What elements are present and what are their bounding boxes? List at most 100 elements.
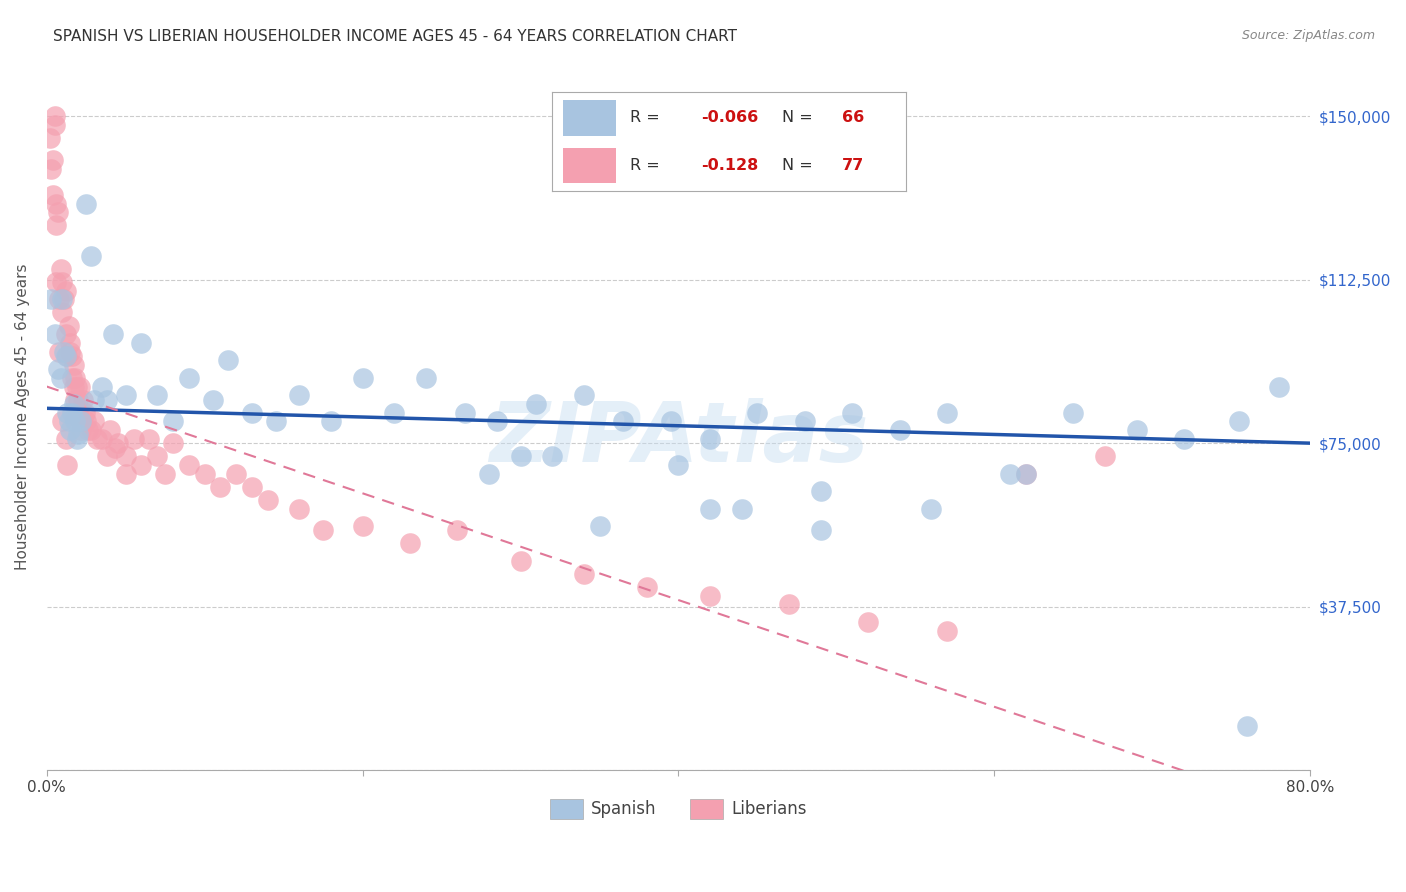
Y-axis label: Householder Income Ages 45 - 64 years: Householder Income Ages 45 - 64 years <box>15 264 30 570</box>
Point <box>352 519 374 533</box>
Point <box>1267 379 1289 393</box>
Point <box>91 432 114 446</box>
Point <box>936 406 959 420</box>
Point <box>66 379 89 393</box>
Point <box>44 118 66 132</box>
Point <box>42 153 65 167</box>
Point <box>415 371 437 385</box>
Point <box>240 406 263 420</box>
Point <box>101 327 124 342</box>
Point <box>659 414 682 428</box>
Point <box>1062 406 1084 420</box>
Point <box>1015 467 1038 481</box>
Point <box>936 624 959 638</box>
Point <box>103 441 125 455</box>
Point <box>91 379 114 393</box>
Point <box>810 484 832 499</box>
Point <box>42 187 65 202</box>
Legend: Spanish, Liberians: Spanish, Liberians <box>543 793 814 825</box>
Text: Source: ZipAtlas.com: Source: ZipAtlas.com <box>1241 29 1375 42</box>
Point <box>51 414 73 428</box>
Point <box>162 436 184 450</box>
Point <box>67 427 90 442</box>
Point <box>80 423 103 437</box>
Point <box>399 536 422 550</box>
Point <box>478 467 501 481</box>
Point <box>1227 414 1250 428</box>
Point <box>55 349 77 363</box>
Point <box>138 432 160 446</box>
Point <box>256 492 278 507</box>
Point <box>131 458 153 472</box>
Point <box>45 275 67 289</box>
Point <box>541 449 564 463</box>
Point <box>46 205 69 219</box>
Point <box>62 397 84 411</box>
Point <box>63 392 86 407</box>
Point <box>107 436 129 450</box>
Point <box>67 392 90 407</box>
Point <box>46 362 69 376</box>
Point <box>177 458 200 472</box>
Point <box>98 423 121 437</box>
Point <box>352 371 374 385</box>
Point <box>59 335 82 350</box>
Point <box>288 388 311 402</box>
Point <box>572 388 595 402</box>
Point <box>1015 467 1038 481</box>
Point <box>48 344 70 359</box>
Point <box>778 598 800 612</box>
Point <box>146 449 169 463</box>
Point <box>62 358 84 372</box>
Point <box>699 432 721 446</box>
Point <box>70 423 93 437</box>
Point <box>998 467 1021 481</box>
Point <box>288 501 311 516</box>
Point <box>730 501 752 516</box>
Point <box>67 406 90 420</box>
Point <box>83 392 105 407</box>
Point <box>524 397 547 411</box>
Point <box>446 524 468 538</box>
Point <box>75 196 97 211</box>
Point <box>114 388 136 402</box>
Point <box>45 196 67 211</box>
Point <box>454 406 477 420</box>
Point <box>1125 423 1147 437</box>
Point <box>51 275 73 289</box>
Point <box>44 327 66 342</box>
Point <box>485 414 508 428</box>
Point <box>382 406 405 420</box>
Point <box>162 414 184 428</box>
Point <box>59 423 82 437</box>
Point <box>48 293 70 307</box>
Point <box>1236 719 1258 733</box>
Point <box>194 467 217 481</box>
Point <box>920 501 942 516</box>
Point <box>41 293 63 307</box>
Point <box>636 580 658 594</box>
Point <box>63 371 86 385</box>
Point <box>114 467 136 481</box>
Point <box>209 480 232 494</box>
Point <box>80 249 103 263</box>
Point <box>49 371 72 385</box>
Point <box>201 392 224 407</box>
Point <box>96 392 118 407</box>
Point <box>810 524 832 538</box>
Point <box>612 414 634 428</box>
Point <box>63 414 86 428</box>
Point <box>53 344 76 359</box>
Point <box>60 371 83 385</box>
Point <box>699 589 721 603</box>
Point <box>59 344 82 359</box>
Point <box>131 335 153 350</box>
Point <box>122 432 145 446</box>
Point <box>55 327 77 342</box>
Point <box>856 615 879 629</box>
Point <box>70 414 93 428</box>
Point <box>66 432 89 446</box>
Point <box>44 109 66 123</box>
Point <box>114 449 136 463</box>
Point <box>319 414 342 428</box>
